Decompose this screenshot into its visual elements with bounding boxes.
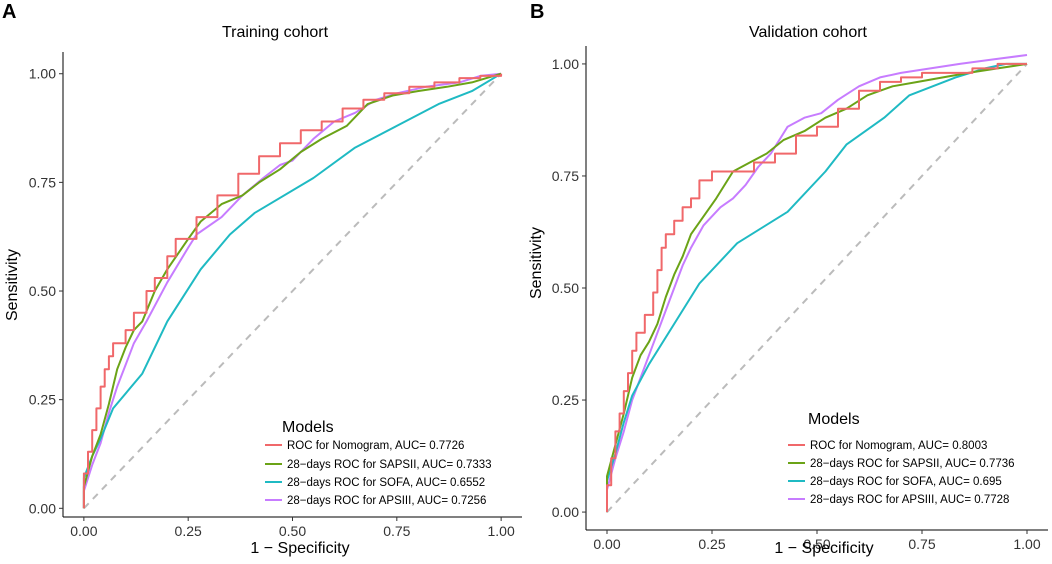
- panel-b-title: Validation cohort: [749, 24, 868, 41]
- panel-b-legend-label-apsiii: 28−days ROC for APSIII, AUC= 0.7728: [810, 494, 1009, 506]
- panel-b-x-tick-label: 0.75: [908, 536, 935, 552]
- panel-b-y-tick-label: 1.00: [552, 56, 579, 72]
- panel-b-legend-label-sapsii: 28−days ROC for SAPSII, AUC= 0.7736: [810, 458, 1015, 470]
- panel-b-y-tick-label: 0.25: [552, 392, 579, 408]
- panel-b-legend: Models ROC for Nomogram, AUC= 0.8003 28−…: [788, 411, 1015, 506]
- panel-a-x-axis-title: 1 − Specificity: [250, 540, 349, 557]
- panel-a-title: Training cohort: [222, 24, 329, 41]
- panel-b-series-line-sofa: [606, 62, 1027, 513]
- panel-a-y-tick-label: 0.50: [29, 283, 56, 299]
- panel-a-y-tick-label: 0.25: [29, 392, 56, 408]
- panel-b-y-tick-label: 0.00: [552, 504, 579, 520]
- panel-b-y-tick-label: 0.75: [552, 168, 579, 184]
- panel-a: A Training cohort 0.00 0.25 0.50 0.75 1.…: [2, 1, 522, 557]
- panel-b-x-tick-label: 0.50: [803, 536, 830, 552]
- panel-a-y-ticks: 0.00 0.25 0.50 0.75 1.00: [29, 66, 63, 516]
- panel-b: B Validation cohort 0.00 0.25 0.50 0.75 …: [528, 1, 1048, 557]
- panel-b-x-axis-title: 1 − Specificity: [774, 540, 873, 557]
- panel-a-x-ticks: 0.00 0.25 0.50 0.75 1.00: [70, 517, 515, 539]
- panel-a-legend-label-apsiii: 28−days ROC for APSIII, AUC= 0.7256: [287, 495, 486, 507]
- panel-a-x-tick-label: 1.00: [488, 523, 515, 539]
- panel-a-x-tick-label: 0.75: [383, 523, 410, 539]
- panel-a-legend-label-sapsii: 28−days ROC for SAPSII, AUC= 0.7333: [287, 459, 492, 471]
- panel-a-y-axis-title: Sensitivity: [4, 249, 21, 321]
- panel-b-y-tick-label: 0.50: [552, 280, 579, 296]
- panel-b-x-tick-label: 0.25: [698, 536, 725, 552]
- panel-a-reference-diagonal: [83, 73, 502, 510]
- panel-a-legend-label-nomogram: ROC for Nomogram, AUC= 0.7726: [287, 440, 464, 452]
- panel-a-legend: Models ROC for Nomogram, AUC= 0.7726 28−…: [265, 419, 492, 507]
- panel-a-legend-label-sofa: 28−days ROC for SOFA, AUC= 0.6552: [287, 477, 485, 489]
- panel-b-y-axis-title: Sensitivity: [528, 227, 545, 299]
- panel-a-legend-title: Models: [282, 419, 334, 436]
- panel-a-y-tick-label: 0.00: [29, 500, 56, 516]
- panel-b-series-line-sapsii: [606, 62, 1028, 513]
- panel-a-x-tick-label: 0.50: [279, 523, 306, 539]
- panel-b-x-tick-label: 0.00: [593, 536, 620, 552]
- panel-b-label: B: [530, 1, 544, 23]
- panel-b-x-ticks: 0.00 0.25 0.50 0.75 1.00: [593, 530, 1041, 552]
- panel-b-legend-label-nomogram: ROC for Nomogram, AUC= 0.8003: [810, 440, 987, 452]
- panel-b-y-ticks: 0.00 0.25 0.50 0.75 1.00: [552, 56, 586, 520]
- panel-a-x-tick-label: 0.00: [70, 523, 97, 539]
- panel-a-x-tick-label: 0.25: [175, 523, 202, 539]
- panel-a-series-line-sapsii: [82, 72, 502, 509]
- panel-a-series-line-nomogram: [82, 73, 503, 509]
- panel-b-reference-diagonal: [606, 63, 1028, 513]
- panel-b-legend-title: Models: [808, 411, 860, 428]
- panel-b-series-line-nomogram: [606, 62, 1027, 513]
- panel-a-label: A: [2, 1, 16, 23]
- panel-a-y-tick-label: 1.00: [29, 66, 56, 82]
- panel-b-legend-label-sofa: 28−days ROC for SOFA, AUC= 0.695: [810, 476, 1002, 488]
- panel-a-y-tick-label: 0.75: [29, 174, 56, 190]
- panel-b-x-tick-label: 1.00: [1013, 536, 1040, 552]
